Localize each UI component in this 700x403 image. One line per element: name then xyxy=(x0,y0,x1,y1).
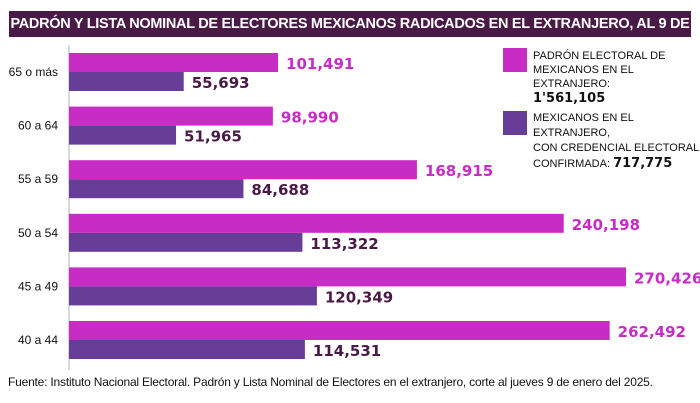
legend-padron-line2: MEXICANOS EN EL EXTRANJERO: xyxy=(533,64,634,90)
value-label-lista: 120,349 xyxy=(325,288,393,306)
category-label: 55 a 59 xyxy=(18,172,58,186)
value-label-lista: 55,693 xyxy=(192,74,250,92)
value-label-padron: 240,198 xyxy=(572,216,640,234)
bar-padron xyxy=(69,321,610,340)
bar-padron xyxy=(69,267,626,287)
bar-chart: 65 o más 101,491 55,693 60 a 64 98,990 51,965… xyxy=(9,45,700,370)
bar-padron xyxy=(69,106,273,126)
bar-padron xyxy=(69,160,417,180)
legend-lista: MEXICANOS EN EL EXTRANJERO, CON CREDENCI… xyxy=(533,111,700,172)
legend-swatch-padron xyxy=(503,48,527,72)
category-label: 60 a 64 xyxy=(18,119,58,133)
value-label-padron: 262,492 xyxy=(618,323,686,341)
source-footer: Fuente: Instituto Nacional Electoral. Pa… xyxy=(8,375,653,389)
bar-lista xyxy=(69,125,177,145)
value-label-lista: 84,688 xyxy=(251,181,309,199)
bar-lista xyxy=(69,232,303,252)
legend-lista-line2: CON CREDENCIAL ELECTORAL xyxy=(533,142,700,154)
bar-padron xyxy=(69,213,564,233)
value-label-padron: 168,915 xyxy=(425,162,493,180)
bar-lista xyxy=(69,340,305,359)
value-label-padron: 101,491 xyxy=(286,55,354,73)
value-label-lista: 114,531 xyxy=(313,342,381,360)
bar-lista xyxy=(69,286,317,306)
bar-padron xyxy=(69,53,279,72)
bar-lista xyxy=(69,72,184,91)
legend-lista-line1: MEXICANOS EN EL EXTRANJERO, xyxy=(533,112,634,139)
bar-lista xyxy=(69,179,244,199)
legend-lista-total: 717,775 xyxy=(613,156,673,171)
legend-padron-line1: PADRÓN ELECTORAL DE xyxy=(533,50,666,62)
category-label: 40 a 44 xyxy=(18,333,58,347)
value-label-padron: 98,990 xyxy=(281,109,339,127)
category-label: 65 o más xyxy=(9,65,58,79)
legend-padron-total: 1'561,105 xyxy=(533,91,606,106)
chart-title: PADRÓN Y LISTA NOMINAL DE ELECTORES MEXI… xyxy=(9,11,691,58)
value-label-lista: 113,322 xyxy=(310,235,378,253)
value-label-lista: 51,965 xyxy=(184,128,242,146)
value-label-padron: 270,426 xyxy=(634,269,700,287)
category-label: 50 a 54 xyxy=(18,226,58,240)
legend-lista-line3: CONFIRMADA: xyxy=(533,158,614,170)
legend-swatch-lista xyxy=(503,111,527,135)
category-label: 45 a 49 xyxy=(18,279,58,293)
legend-padron: PADRÓN ELECTORAL DE MEXICANOS EN EL EXTR… xyxy=(533,49,700,106)
